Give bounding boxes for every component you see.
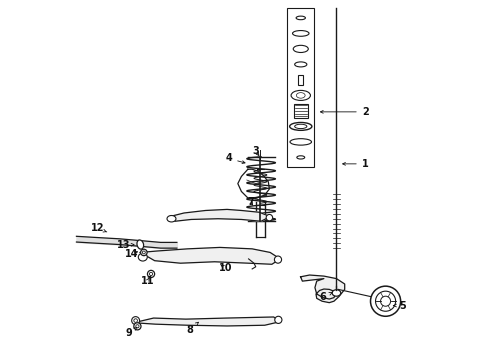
Text: 5: 5 bbox=[393, 301, 406, 311]
Polygon shape bbox=[300, 275, 344, 303]
Polygon shape bbox=[170, 210, 270, 221]
Ellipse shape bbox=[149, 273, 153, 275]
Text: 8: 8 bbox=[186, 322, 198, 335]
Ellipse shape bbox=[266, 215, 272, 221]
Ellipse shape bbox=[147, 270, 155, 278]
Bar bbox=[287, 8, 314, 167]
Circle shape bbox=[381, 296, 391, 306]
Text: 11: 11 bbox=[141, 276, 154, 286]
Ellipse shape bbox=[138, 253, 147, 261]
Ellipse shape bbox=[167, 216, 176, 222]
Text: 9: 9 bbox=[125, 327, 137, 338]
Ellipse shape bbox=[143, 251, 146, 254]
Ellipse shape bbox=[275, 316, 282, 323]
Polygon shape bbox=[134, 317, 280, 326]
Text: 7: 7 bbox=[247, 197, 254, 207]
Ellipse shape bbox=[332, 290, 341, 296]
Text: 6: 6 bbox=[320, 292, 332, 302]
Text: 3: 3 bbox=[252, 146, 259, 156]
Text: 10: 10 bbox=[219, 263, 232, 273]
Ellipse shape bbox=[134, 319, 137, 322]
Bar bbox=[294, 104, 308, 118]
Ellipse shape bbox=[141, 249, 147, 256]
Circle shape bbox=[375, 291, 395, 311]
Circle shape bbox=[370, 286, 401, 316]
Ellipse shape bbox=[137, 240, 144, 249]
Text: 4: 4 bbox=[225, 153, 245, 163]
Text: 2: 2 bbox=[320, 107, 368, 117]
Ellipse shape bbox=[134, 323, 141, 330]
Text: 1: 1 bbox=[343, 159, 368, 169]
Ellipse shape bbox=[132, 317, 140, 324]
Ellipse shape bbox=[274, 256, 282, 263]
Text: 12: 12 bbox=[91, 224, 107, 233]
Text: 14: 14 bbox=[125, 248, 139, 258]
Ellipse shape bbox=[136, 325, 139, 328]
Polygon shape bbox=[140, 247, 280, 264]
Bar bbox=[298, 75, 303, 85]
Text: 13: 13 bbox=[117, 240, 134, 250]
